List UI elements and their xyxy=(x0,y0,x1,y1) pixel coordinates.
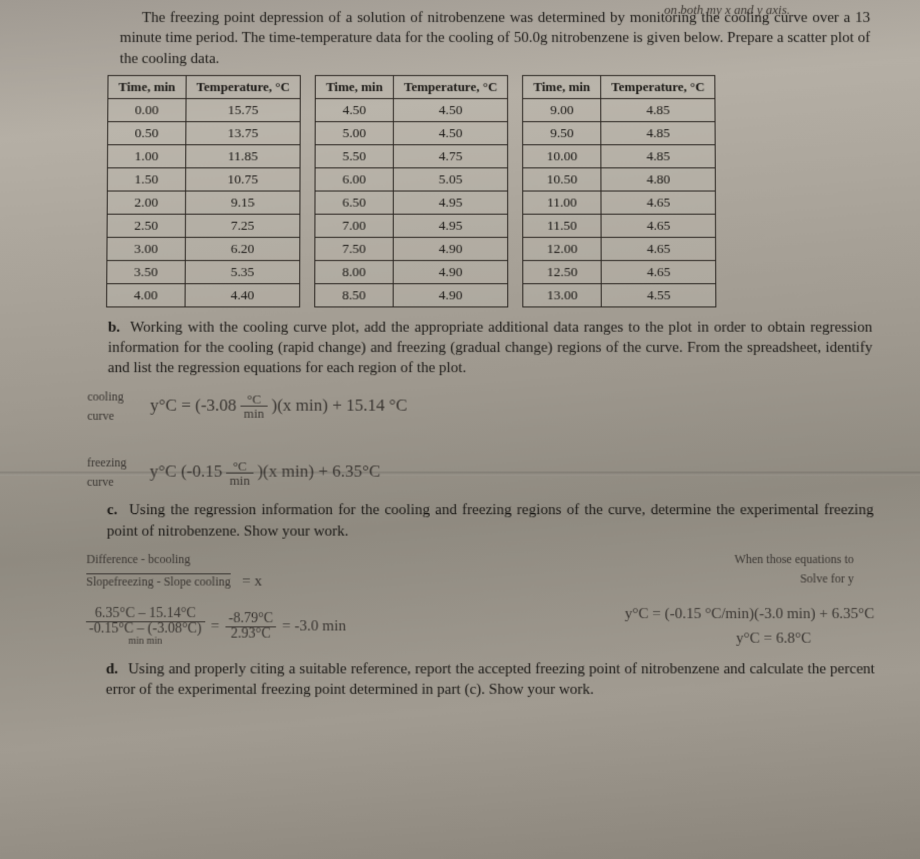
table-row: 11.504.65 xyxy=(523,214,716,237)
data-table-2: Time, min Temperature, °C 4.504.505.004.… xyxy=(314,75,508,307)
table-cell: 4.40 xyxy=(185,283,300,306)
table-cell: 13.00 xyxy=(523,283,601,306)
table-cell: 4.90 xyxy=(393,283,508,306)
table-cell: 5.35 xyxy=(185,260,300,283)
col-temp: Temperature, °C xyxy=(601,75,716,98)
handwritten-margin-note: on both my x and y axis. xyxy=(664,2,790,18)
table-cell: 4.90 xyxy=(393,237,508,260)
table-cell: 12.50 xyxy=(523,260,601,283)
table-cell: 9.00 xyxy=(523,98,601,121)
table-cell: 2.00 xyxy=(107,191,185,214)
table-row: 6.504.95 xyxy=(315,191,508,214)
table-cell: 4.80 xyxy=(601,168,716,191)
table-cell: 3.00 xyxy=(107,237,185,260)
table-cell: 3.50 xyxy=(107,260,185,283)
table-row: 10.004.85 xyxy=(523,145,716,168)
data-table-1: Time, min Temperature, °C 0.0015.750.501… xyxy=(106,75,301,307)
table-cell: 1.50 xyxy=(107,168,185,191)
table-row: 3.006.20 xyxy=(107,237,300,260)
question-b: b.Working with the cooling curve plot, a… xyxy=(88,317,873,378)
handwritten-answer-b: cooling curve y°C = (-3.08 °Cmin )(x min… xyxy=(87,387,874,492)
table-cell: 4.65 xyxy=(601,214,716,237)
table-cell: 4.85 xyxy=(601,98,716,121)
table-row: 9.504.85 xyxy=(523,121,716,144)
table-cell: 4.55 xyxy=(601,283,716,306)
table-cell: 7.25 xyxy=(185,214,300,237)
table-row: 4.504.50 xyxy=(315,98,508,121)
col-temp: Temperature, °C xyxy=(393,75,508,98)
table-cell: 7.00 xyxy=(315,214,393,237)
table-row: 5.504.75 xyxy=(315,145,508,168)
table-cell: 13.75 xyxy=(186,121,301,144)
col-time: Time, min xyxy=(315,75,393,98)
table-row: 0.0015.75 xyxy=(108,98,301,121)
table-row: 4.004.40 xyxy=(107,283,300,306)
table-cell: 4.50 xyxy=(393,121,508,144)
table-cell: 4.50 xyxy=(393,98,508,121)
table-cell: 8.00 xyxy=(315,260,393,283)
table-row: 2.507.25 xyxy=(107,214,300,237)
table-cell: 4.95 xyxy=(393,214,508,237)
table-row: 11.004.65 xyxy=(523,191,716,214)
table-cell: 5.50 xyxy=(315,145,393,168)
table-cell: 10.00 xyxy=(523,145,601,168)
table-row: 3.505.35 xyxy=(107,260,300,283)
table-row: 9.004.85 xyxy=(523,98,716,121)
data-table-3: Time, min Temperature, °C 9.004.859.504.… xyxy=(522,75,716,307)
table-cell: 4.95 xyxy=(393,191,508,214)
table-row: 5.004.50 xyxy=(315,121,508,144)
handwritten-answer-c: Difference - bcooling Slopefreezing - Sl… xyxy=(86,550,875,651)
table-row: 10.504.80 xyxy=(523,168,716,191)
table-row: 7.004.95 xyxy=(315,214,508,237)
table-cell: 4.90 xyxy=(393,260,508,283)
table-cell: 7.50 xyxy=(315,237,393,260)
table-cell: 11.00 xyxy=(523,191,601,214)
worksheet-paper: on both my x and y axis. a.The freezing … xyxy=(0,0,920,859)
table-cell: 4.50 xyxy=(315,98,393,121)
data-tables-container: Time, min Temperature, °C 0.0015.750.501… xyxy=(88,75,872,307)
table-cell: 0.00 xyxy=(108,98,186,121)
table-cell: 4.85 xyxy=(601,145,716,168)
table-row: 8.004.90 xyxy=(315,260,508,283)
table-cell: 2.50 xyxy=(107,214,185,237)
table-cell: 12.00 xyxy=(523,237,601,260)
paper-crease xyxy=(0,472,920,476)
table-cell: 15.75 xyxy=(186,98,301,121)
table-cell: 11.50 xyxy=(523,214,601,237)
table-row: 12.504.65 xyxy=(523,260,716,283)
table-cell: 6.00 xyxy=(315,168,393,191)
table-cell: 4.65 xyxy=(601,191,716,214)
col-temp: Temperature, °C xyxy=(186,75,301,98)
table-cell: 4.85 xyxy=(601,121,716,144)
table-cell: 4.75 xyxy=(393,145,508,168)
col-time: Time, min xyxy=(523,75,601,98)
table-row: 7.504.90 xyxy=(315,237,508,260)
question-c: c.Using the regression information for t… xyxy=(87,500,874,541)
table-cell: 6.50 xyxy=(315,191,393,214)
table-cell: 5.00 xyxy=(315,121,393,144)
table-cell: 9.50 xyxy=(523,121,601,144)
table-cell: 9.15 xyxy=(185,191,300,214)
table-row: 13.004.55 xyxy=(523,283,716,306)
table-cell: 6.20 xyxy=(185,237,300,260)
table-row: 6.005.05 xyxy=(315,168,508,191)
table-row: 8.504.90 xyxy=(315,283,508,306)
table-cell: 4.65 xyxy=(601,237,716,260)
table-cell: 10.50 xyxy=(523,168,601,191)
table-row: 1.0011.85 xyxy=(107,145,300,168)
table-row: 0.5013.75 xyxy=(108,121,301,144)
table-row: 1.5010.75 xyxy=(107,168,300,191)
table-row: 2.009.15 xyxy=(107,191,300,214)
table-cell: 4.65 xyxy=(601,260,716,283)
col-time: Time, min xyxy=(108,75,186,98)
question-d: d.Using and properly citing a suitable r… xyxy=(85,659,875,700)
table-row: 12.004.65 xyxy=(523,237,716,260)
table-cell: 4.00 xyxy=(107,283,185,306)
table-cell: 5.05 xyxy=(393,168,508,191)
table-cell: 10.75 xyxy=(185,168,300,191)
table-cell: 1.00 xyxy=(107,145,185,168)
table-cell: 0.50 xyxy=(108,121,186,144)
table-cell: 11.85 xyxy=(186,145,301,168)
table-cell: 8.50 xyxy=(315,283,393,306)
